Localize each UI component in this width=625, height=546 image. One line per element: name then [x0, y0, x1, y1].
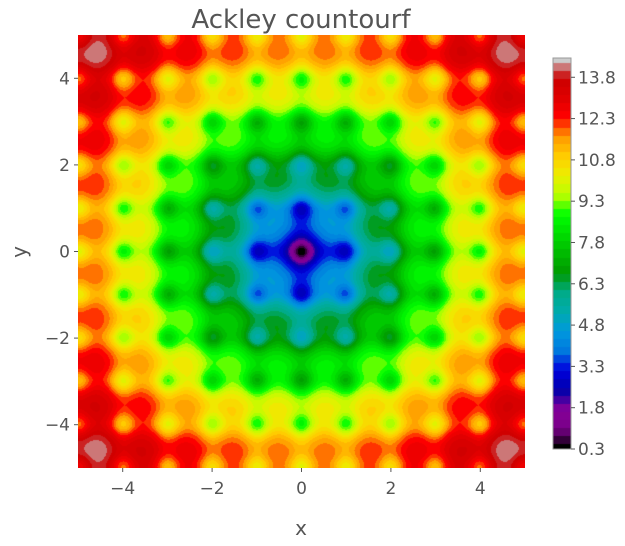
colorbar-tick-label: 3.3: [578, 357, 605, 377]
x-tick-label: 0: [296, 479, 307, 499]
colorbar-tick-label: 7.8: [578, 233, 605, 253]
chart-title: Ackley countourf: [191, 5, 411, 35]
x-axis-ticks: −4 −2 0 2 4: [110, 468, 486, 499]
colorbar-tick-label: 0.3: [578, 440, 605, 460]
x-axis-label: x: [295, 516, 307, 540]
colorbar-ticks: 0.3 1.8 3.3 4.8 6.3 7.8 9.3 10.8 12.3 13.8: [571, 68, 616, 460]
colorbar-tick-label: 10.8: [578, 151, 616, 171]
x-tick-label: 2: [385, 479, 396, 499]
y-axis-ticks: −4 −2 0 2 4: [45, 69, 78, 436]
y-tick-label: 4: [59, 69, 70, 89]
y-tick-label: −2: [45, 329, 70, 349]
y-tick-label: 2: [59, 156, 70, 176]
colorbar-tick-label: 12.3: [578, 110, 616, 130]
colorbar-tick-label: 1.8: [578, 399, 605, 419]
contour-heatmap: [78, 35, 525, 468]
x-tick-label: 4: [475, 479, 486, 499]
colorbar-tick-label: 13.8: [578, 68, 616, 88]
y-tick-label: −4: [45, 416, 70, 436]
y-axis-label: y: [7, 246, 31, 258]
x-tick-label: −2: [200, 479, 225, 499]
x-tick-label: −4: [110, 479, 135, 499]
y-tick-label: 0: [59, 243, 70, 263]
colorbar-gradient: [553, 58, 571, 449]
colorbar-tick-label: 4.8: [578, 316, 605, 336]
colorbar-tick-label: 6.3: [578, 275, 605, 295]
colorbar-frame: [552, 57, 572, 450]
colorbar-tick-label: 9.3: [578, 192, 605, 212]
